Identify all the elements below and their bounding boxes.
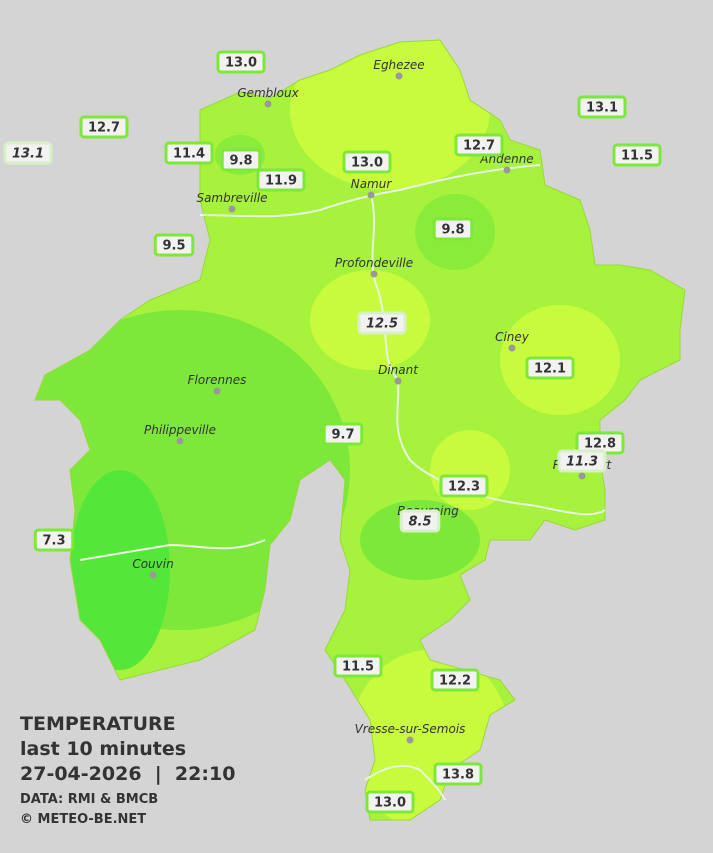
station-value: 12.1 — [534, 362, 566, 377]
city-label: Sambreville — [196, 191, 267, 205]
station-box — [153, 233, 195, 257]
rivers — [79, 164, 606, 801]
station-value: 11.9 — [265, 174, 297, 189]
station-value: 11.5 — [621, 149, 653, 164]
title: TEMPERATURE — [20, 713, 176, 735]
station-box — [216, 50, 266, 74]
city-dot — [149, 571, 157, 579]
city-dot — [264, 100, 272, 108]
city-label: Eghezee — [373, 58, 424, 72]
station-box — [220, 148, 262, 172]
datetime: 27-04-2026 | 22:10 — [20, 763, 235, 785]
city-dot — [508, 344, 516, 352]
station-box — [454, 133, 504, 157]
city-label: Profondeville — [335, 256, 413, 270]
station-box — [399, 509, 441, 533]
city-dot — [578, 472, 586, 480]
station-value: 13.0 — [225, 56, 257, 71]
station-box — [322, 422, 364, 446]
station-box — [3, 141, 53, 165]
city-label: Philippeville — [144, 423, 216, 437]
station-box — [164, 141, 214, 165]
city-dot — [367, 191, 375, 199]
city-dot — [394, 377, 402, 385]
city-label: Ciney — [495, 330, 530, 344]
station-value: 9.5 — [162, 239, 185, 254]
station-value: 11.3 — [566, 455, 598, 470]
station-value: 12.7 — [88, 121, 120, 136]
city-dot — [176, 437, 184, 445]
station-box — [79, 115, 129, 139]
city-dot — [503, 166, 511, 174]
station-value: 7.3 — [42, 534, 65, 549]
station-value: 8.5 — [408, 515, 431, 530]
station-value: 9.8 — [229, 154, 252, 169]
credit: © METEO-BE.NET — [20, 812, 146, 827]
subtitle: last 10 minutes — [20, 738, 186, 760]
station-box — [439, 474, 489, 498]
station-box — [342, 150, 392, 174]
station-box — [333, 654, 383, 678]
station-value: 9.8 — [441, 223, 464, 238]
city-dot — [228, 205, 236, 213]
city-dot — [395, 72, 403, 80]
station-value: 11.4 — [173, 147, 205, 162]
city-label: Florennes — [188, 373, 247, 387]
city-label: Couvin — [132, 557, 173, 571]
stations: 13.0 12.7 13.1 11.4 9.8 11.9 13.0 12.7 13.1 11.5 9… — [3, 50, 662, 814]
station-value: 11.5 — [342, 660, 374, 675]
station-box — [432, 217, 474, 241]
city-dot — [213, 387, 221, 395]
station-value: 12.8 — [584, 437, 616, 452]
station-value: 9.7 — [331, 428, 354, 443]
station-value: 12.2 — [439, 674, 471, 689]
station-value: 13.8 — [442, 768, 474, 783]
station-box — [256, 168, 306, 192]
station-value: 12.3 — [448, 480, 480, 495]
station-box — [557, 449, 607, 473]
city-label: Gembloux — [237, 86, 299, 100]
source: DATA: RMI & BMCB — [20, 792, 158, 807]
station-value: 12.5 — [366, 317, 398, 332]
cities: EghezeeGemblouxAndenneNamurSambrevillePr… — [132, 58, 613, 744]
station-value: 12.7 — [463, 139, 495, 154]
city-label: Namur — [351, 177, 393, 191]
station-box — [525, 356, 575, 380]
city-label: Vresse-sur-Semois — [355, 722, 466, 736]
station-box — [33, 528, 75, 552]
station-value: 13.0 — [374, 796, 406, 811]
station-value: 13.1 — [12, 147, 44, 162]
station-box — [430, 668, 480, 692]
city-dot — [370, 270, 378, 278]
city-dot — [406, 736, 414, 744]
city-label: Dinant — [378, 363, 419, 377]
station-box — [612, 143, 662, 167]
station-value: 13.1 — [586, 101, 618, 116]
station-box — [357, 311, 407, 335]
station-box — [433, 762, 483, 786]
station-box — [577, 95, 627, 119]
station-box — [365, 790, 415, 814]
station-value: 13.0 — [351, 156, 383, 171]
